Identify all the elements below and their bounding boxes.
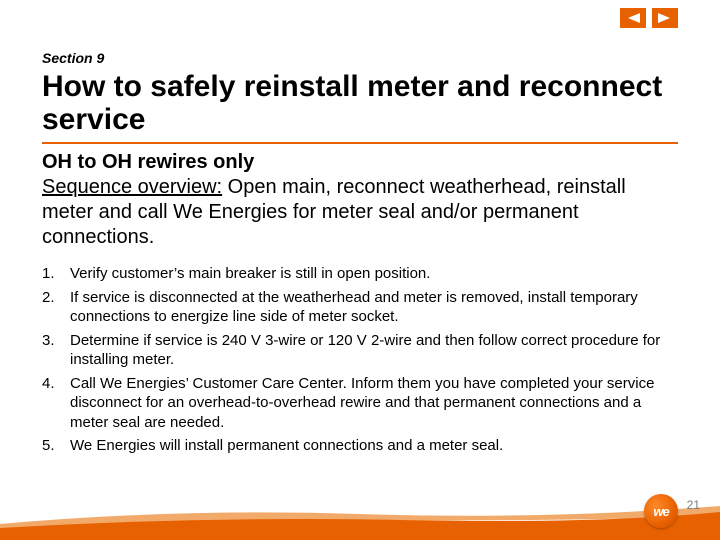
step-number: 4.	[42, 374, 70, 433]
step-text: Call We Energies’ Customer Care Center. …	[70, 374, 678, 433]
overview-text: Sequence overview: Open main, reconnect …	[42, 175, 678, 250]
brand-logo: we	[644, 494, 678, 528]
step-text: We Energies will install permanent conne…	[70, 436, 678, 456]
slide: Section 9 How to safely reinstall meter …	[0, 0, 720, 540]
step-number: 5.	[42, 436, 70, 456]
step-text: If service is disconnected at the weathe…	[70, 288, 678, 327]
page-number: 21	[687, 498, 700, 512]
overview-lead: Sequence overview:	[42, 176, 222, 198]
page-title: How to safely reinstall meter and reconn…	[42, 70, 678, 144]
next-button[interactable]	[652, 8, 678, 28]
step-text: Determine if service is 240 V 3-wire or …	[70, 331, 678, 370]
step-text: Verify customer’s main breaker is still …	[70, 264, 678, 284]
prev-button[interactable]	[620, 8, 646, 28]
footer: 21 we	[0, 492, 720, 540]
content-area: Section 9 How to safely reinstall meter …	[42, 50, 678, 456]
steps-list: 1. Verify customer’s main breaker is sti…	[42, 264, 678, 456]
nav-arrows	[620, 8, 678, 28]
arrow-right-icon	[658, 12, 672, 24]
arrow-left-icon	[626, 12, 640, 24]
step-number: 1.	[42, 264, 70, 284]
logo-circle: we	[644, 494, 678, 528]
bottom-edge	[0, 530, 720, 540]
section-label: Section 9	[42, 50, 678, 66]
step-number: 2.	[42, 288, 70, 327]
logo-text: we	[653, 504, 668, 519]
swoosh-graphic	[0, 502, 720, 530]
subtitle: OH to OH rewires only	[42, 150, 678, 175]
step-number: 3.	[42, 331, 70, 370]
